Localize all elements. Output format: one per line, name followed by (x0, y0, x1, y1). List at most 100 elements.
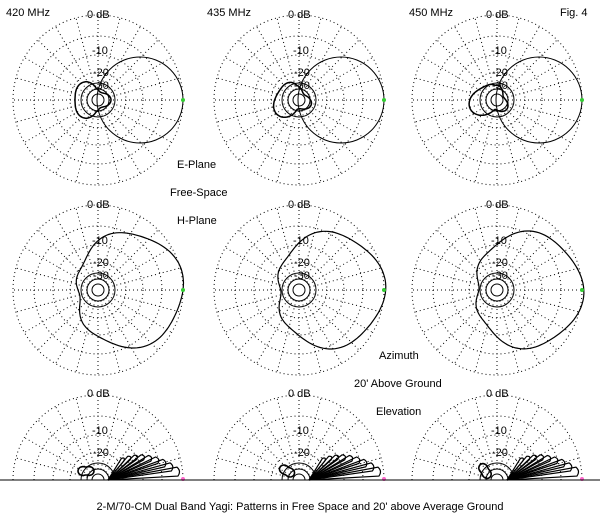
grid-ring (292, 93, 306, 107)
elevation-lobe (506, 458, 566, 481)
grid-spoke (304, 216, 342, 281)
grid-spoke (309, 292, 382, 313)
grid-spoke (414, 77, 487, 98)
grid-spoke (306, 39, 360, 93)
ring-label-20: -20 (492, 447, 508, 459)
elevation-lobe (107, 458, 167, 481)
grid-ring (451, 244, 543, 336)
grid-spoke (108, 292, 181, 313)
grid-spoke (105, 297, 159, 351)
grid-spoke (55, 406, 93, 471)
grid-ring (253, 244, 345, 336)
ring-label-0db: 0 dB (486, 199, 509, 211)
figure-label: Fig. 4 (560, 7, 588, 19)
grid-spoke (107, 105, 172, 143)
grid-spoke (301, 207, 322, 280)
grid-spoke (474, 397, 495, 470)
grid-spoke (506, 57, 571, 95)
ring-label-30: -30 (93, 80, 109, 92)
grid-spoke (256, 406, 294, 471)
grid-spoke (105, 39, 159, 93)
ring-label-0db: 0 dB (87, 9, 110, 21)
grid-spoke (24, 57, 89, 95)
h-plane-label: H-Plane (177, 215, 217, 227)
ring-label-30: -30 (93, 270, 109, 282)
grid-spoke (75, 207, 96, 280)
grid-ring (451, 54, 543, 146)
grid-spoke (55, 109, 93, 174)
grid-spoke (504, 229, 558, 283)
grid-spoke (238, 107, 292, 161)
max-gain-marker (580, 98, 584, 102)
ring-label-0db: 0 dB (288, 199, 311, 211)
grid-spoke (216, 292, 289, 313)
elevation-lobe (107, 455, 132, 481)
elevation-lobe (308, 454, 354, 481)
grid-spoke (306, 297, 360, 351)
grid-spoke (103, 26, 141, 91)
grid-ring (490, 93, 504, 107)
grid-ring (253, 54, 345, 146)
ring-label-0db: 0 dB (486, 388, 509, 400)
grid-spoke (276, 300, 297, 373)
grid-spoke (256, 26, 294, 91)
max-gain-marker (382, 288, 386, 292)
elevation-lobe (107, 454, 153, 481)
freq-label-420: 420 MHz (6, 7, 51, 19)
grid-ring (80, 272, 116, 308)
grid-spoke (474, 110, 495, 183)
grid-spoke (37, 107, 91, 161)
grid-ring (485, 278, 509, 302)
grid-spoke (256, 299, 294, 364)
grid-spoke (502, 216, 540, 281)
free-space-label: Free-Space (170, 187, 228, 199)
grid-spoke (507, 102, 580, 123)
grid-spoke (454, 406, 492, 471)
grid-spoke (216, 267, 289, 288)
grid-spoke (502, 26, 540, 91)
grid-spoke (238, 229, 292, 283)
pattern-markers (181, 98, 584, 481)
grid-spoke (309, 267, 382, 288)
elevation-lobe (308, 462, 375, 481)
ring-label-0db: 0 dB (87, 199, 110, 211)
max-gain-marker (580, 288, 584, 292)
ring-label-0db: 0 dB (288, 9, 311, 21)
grid-spoke (105, 419, 159, 473)
ring-label-0db: 0 dB (87, 388, 110, 400)
grid-spoke (24, 295, 89, 333)
grid-spoke (506, 247, 571, 285)
grid-spoke (414, 102, 487, 123)
ring-label-10: -10 (293, 235, 309, 247)
grid-spoke (423, 247, 488, 285)
grid-spoke (105, 107, 159, 161)
elevation-lobe (107, 462, 174, 481)
ring-label-10: -10 (92, 425, 108, 437)
ring-label-10: -10 (491, 235, 507, 247)
elevation-lobe (506, 454, 545, 481)
grid-spoke (100, 397, 121, 470)
grid-spoke (107, 57, 172, 95)
grid-spoke (504, 297, 558, 351)
h-plane-lobe (75, 232, 185, 349)
grid-spoke (414, 267, 487, 288)
grid-spoke (100, 110, 121, 183)
grid-spoke (454, 299, 492, 364)
grid-spoke (506, 105, 571, 143)
grid-spoke (37, 419, 91, 473)
grid-ring (287, 278, 311, 302)
grid-ring (479, 82, 515, 118)
grid-spoke (436, 39, 490, 93)
grid-ring (86, 278, 110, 302)
elevation-rear-lobe (477, 462, 493, 480)
elevation-lobe (506, 462, 573, 481)
grid-spoke (474, 300, 495, 373)
ring-label-10: -10 (293, 425, 309, 437)
grid-spoke (15, 292, 88, 313)
grid-spoke (75, 110, 96, 183)
grid-spoke (436, 229, 490, 283)
elevation-label: Elevation (376, 406, 422, 418)
grid-spoke (502, 406, 540, 471)
grid-spoke (423, 295, 488, 333)
max-gain-marker (382, 98, 386, 102)
